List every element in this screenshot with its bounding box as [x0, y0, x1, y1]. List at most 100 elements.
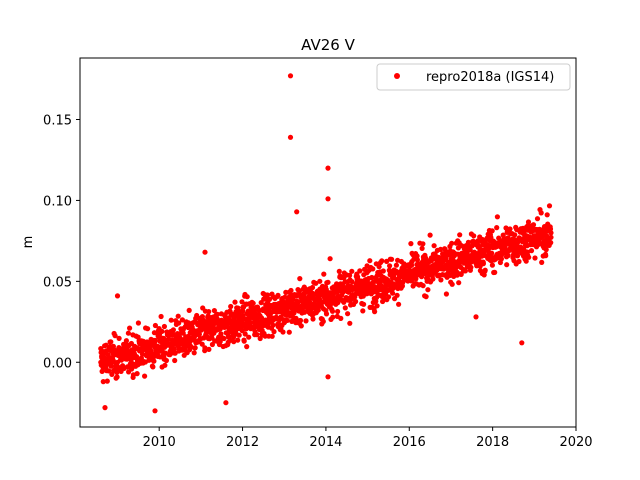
data-point: [114, 359, 121, 365]
data-point: [347, 272, 353, 278]
data-point: [381, 277, 387, 283]
data-point: [99, 368, 105, 374]
data-point: [156, 346, 162, 352]
data-point: [123, 338, 129, 344]
data-point: [356, 282, 362, 288]
data-point: [164, 340, 171, 346]
data-point: [235, 314, 241, 320]
data-point: [427, 270, 433, 276]
data-point: [244, 311, 250, 317]
data-point: [471, 233, 477, 239]
data-point: [377, 280, 383, 286]
data-point: [319, 290, 325, 296]
data-point: [242, 331, 248, 337]
data-point: [241, 338, 247, 344]
data-point: [444, 262, 450, 268]
data-point: [176, 320, 182, 326]
data-point: [345, 311, 351, 317]
legend-label: repro2018a (IGS14): [426, 70, 554, 85]
x-tick-label: 2010: [143, 435, 176, 450]
data-point: [460, 256, 467, 262]
data-point: [202, 345, 208, 351]
data-point: [489, 228, 495, 234]
data-point: [306, 293, 312, 299]
data-point: [252, 311, 258, 317]
data-point: [206, 324, 212, 330]
data-point: [170, 327, 176, 333]
data-point: [108, 339, 114, 345]
data-point: [519, 340, 525, 346]
data-point: [519, 236, 525, 242]
data-point: [527, 235, 533, 241]
data-point: [523, 238, 529, 244]
data-point: [438, 277, 444, 283]
data-point: [189, 330, 196, 336]
data-point: [494, 225, 500, 231]
data-point: [539, 259, 545, 265]
data-point: [440, 251, 446, 257]
data-point: [139, 351, 146, 357]
data-point: [415, 270, 421, 276]
data-point: [142, 373, 148, 379]
data-point: [419, 272, 425, 278]
data-point: [175, 313, 181, 319]
data-point: [269, 303, 275, 309]
data-point: [173, 338, 179, 344]
data-point: [379, 258, 385, 264]
data-point: [473, 251, 479, 257]
data-point: [398, 273, 404, 280]
data-point: [152, 322, 158, 329]
data-point: [108, 363, 114, 369]
data-point: [177, 335, 183, 341]
data-point: [310, 316, 316, 322]
data-point: [221, 335, 227, 342]
data-point: [548, 234, 554, 240]
data-point: [317, 278, 323, 284]
data-point: [232, 299, 238, 305]
data-point: [116, 335, 122, 341]
data-point: [246, 334, 252, 340]
y-tick-label: 0.15: [43, 114, 72, 129]
data-point: [214, 316, 220, 322]
data-point: [102, 405, 108, 411]
data-point: [150, 364, 156, 370]
data-point: [419, 245, 425, 251]
data-point: [104, 378, 110, 384]
data-point: [410, 273, 416, 280]
data-point: [338, 315, 344, 321]
data-point: [240, 312, 246, 318]
data-point: [302, 296, 308, 302]
data-point: [325, 374, 331, 380]
y-axis-label: m: [21, 236, 36, 249]
data-point: [325, 165, 331, 171]
x-tick-label: 2014: [309, 435, 342, 450]
data-point: [430, 276, 436, 282]
data-point: [331, 286, 337, 292]
data-point: [342, 305, 348, 311]
data-point: [502, 243, 508, 249]
data-point: [548, 240, 554, 246]
data-point: [498, 256, 504, 262]
data-point: [297, 276, 303, 282]
data-point: [448, 260, 454, 267]
data-point: [340, 285, 346, 291]
data-point: [264, 292, 271, 298]
data-point: [477, 249, 483, 255]
data-point: [223, 400, 229, 406]
data-point: [490, 244, 496, 250]
data-point: [228, 303, 234, 310]
data-point: [277, 301, 283, 307]
data-point: [414, 253, 420, 259]
data-point: [469, 243, 475, 249]
data-point: [281, 299, 287, 305]
data-point: [462, 268, 468, 274]
data-point: [171, 346, 177, 352]
legend-box: [376, 63, 571, 91]
data-point: [423, 294, 429, 300]
data-point: [323, 288, 329, 294]
data-point: [427, 232, 433, 238]
data-point: [531, 233, 537, 239]
data-point: [135, 320, 141, 326]
data-point: [152, 337, 158, 343]
